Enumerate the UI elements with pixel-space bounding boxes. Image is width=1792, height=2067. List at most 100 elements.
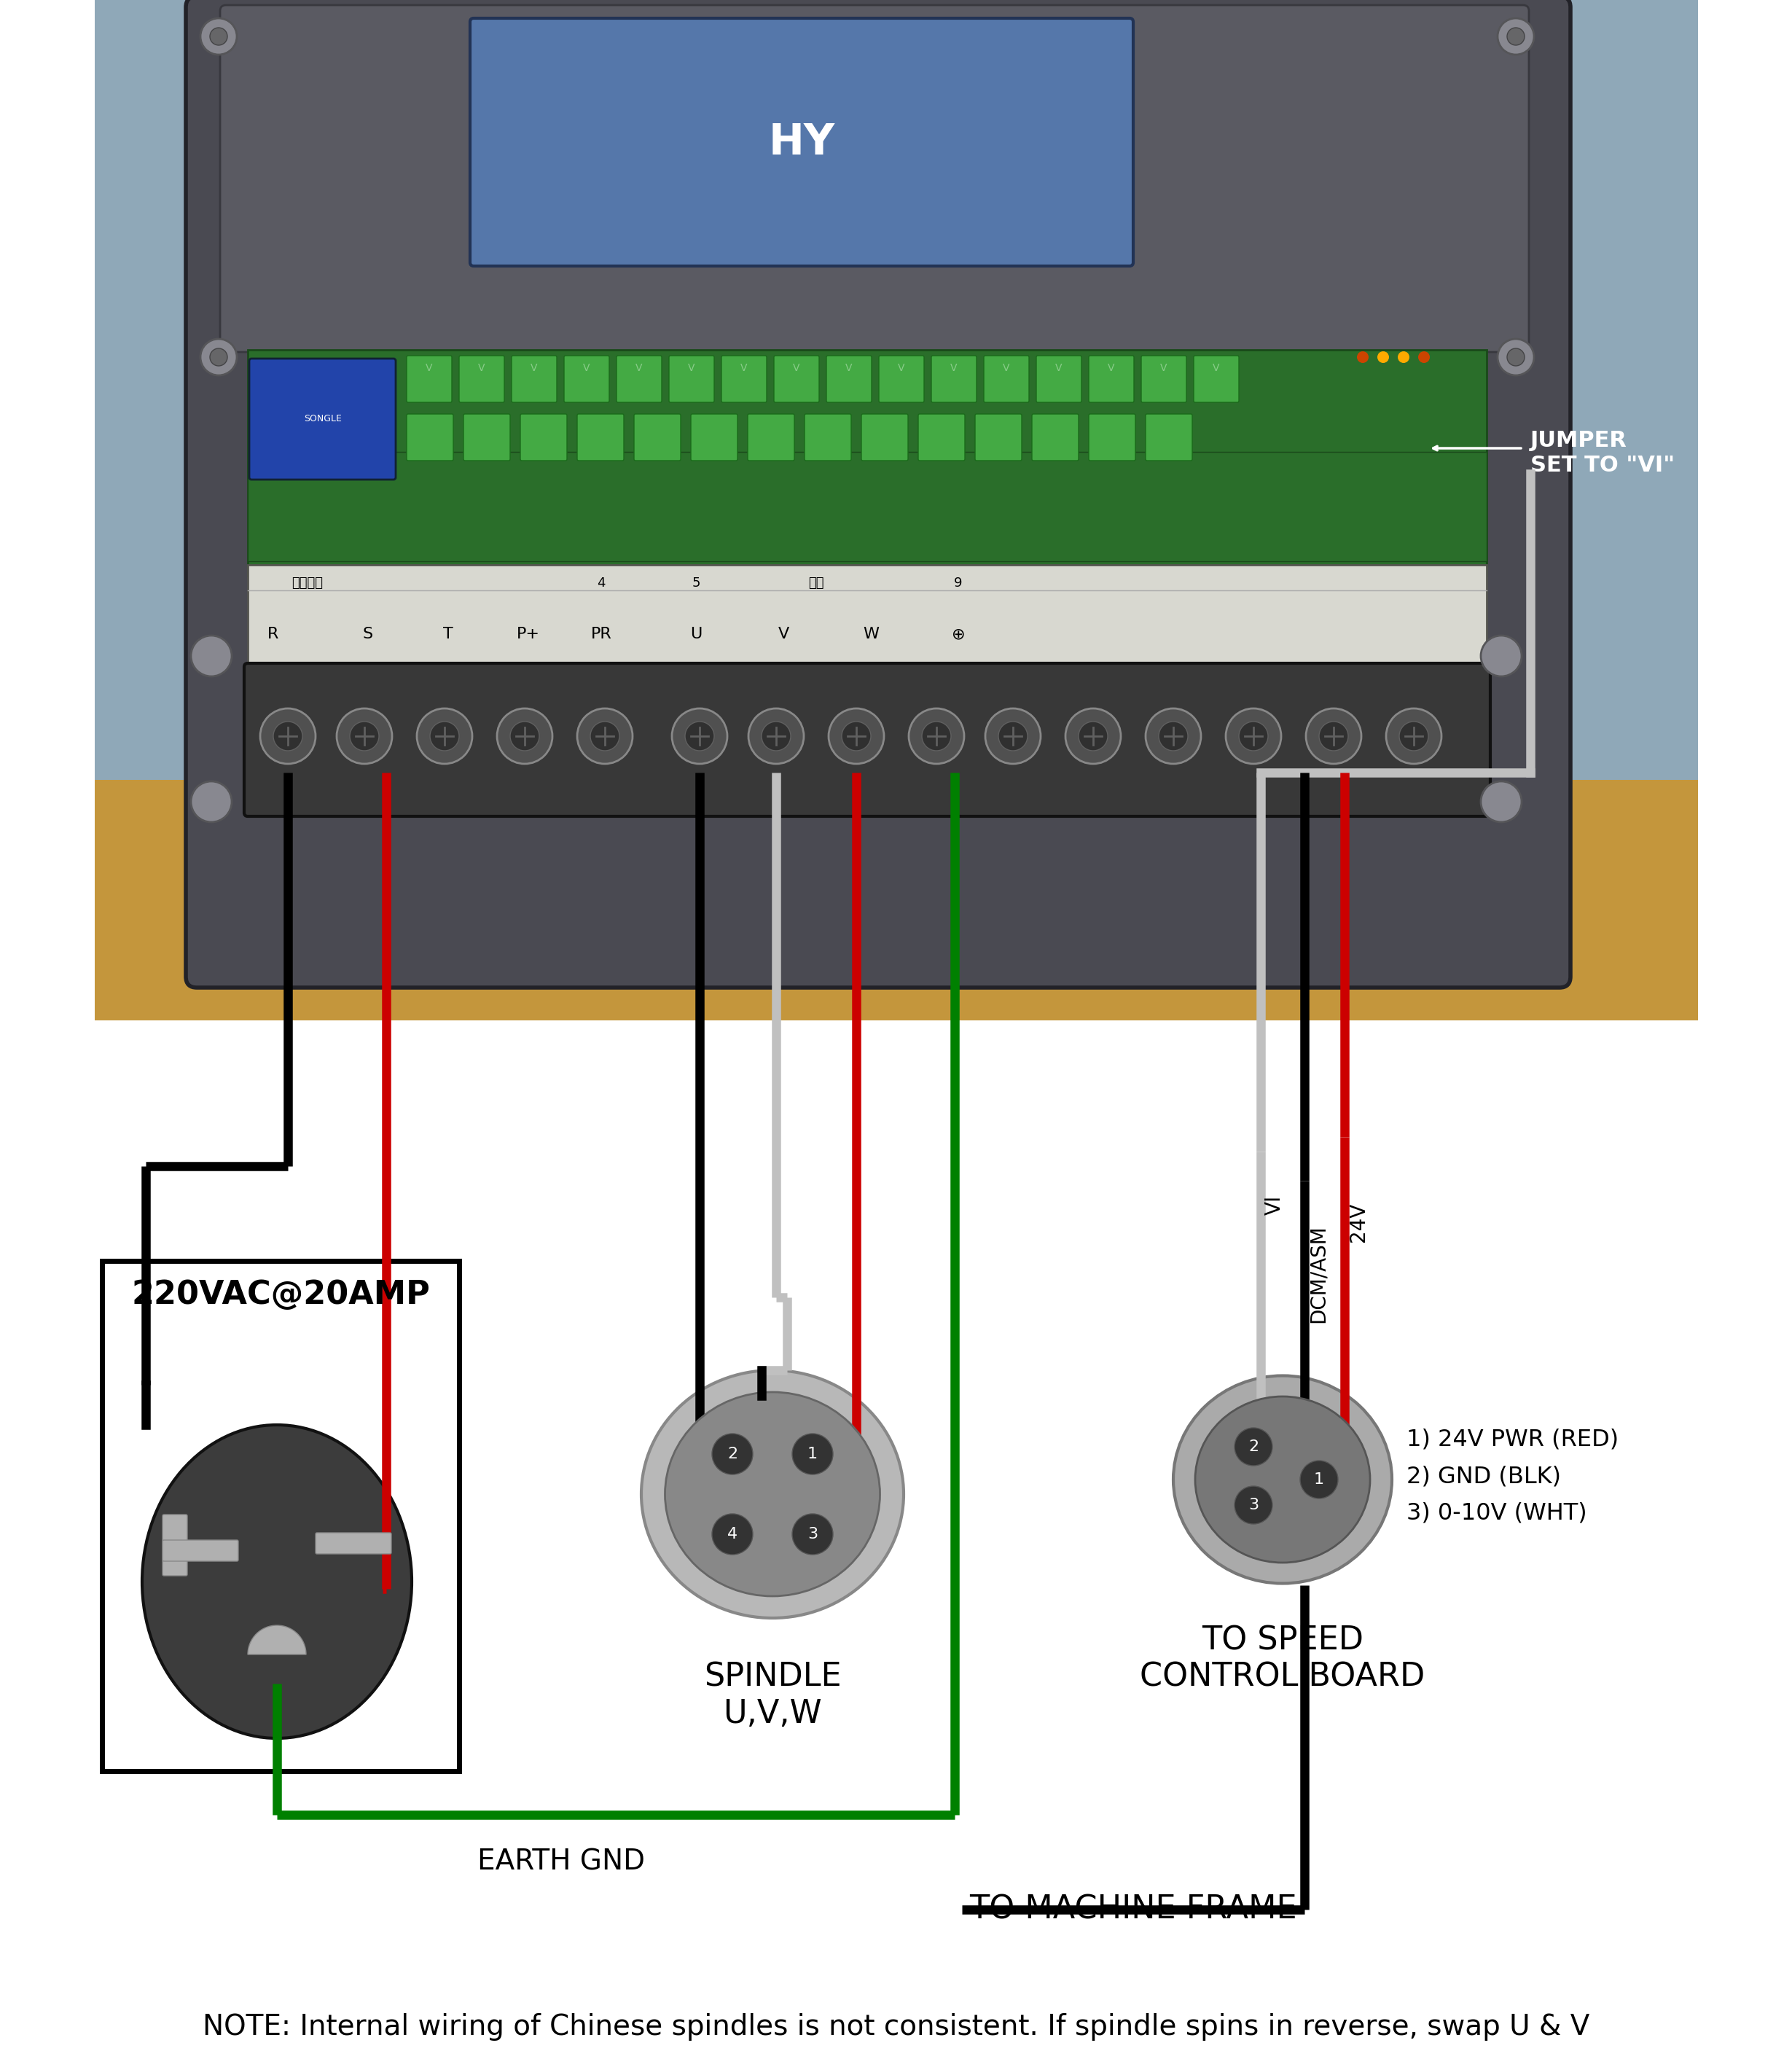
FancyBboxPatch shape bbox=[470, 19, 1133, 267]
FancyBboxPatch shape bbox=[464, 413, 511, 461]
Text: 4: 4 bbox=[597, 577, 606, 589]
FancyBboxPatch shape bbox=[1032, 413, 1079, 461]
Text: HY: HY bbox=[769, 122, 835, 163]
Text: TO SPEED
CONTROL BOARD: TO SPEED CONTROL BOARD bbox=[1140, 1625, 1425, 1693]
Text: V: V bbox=[740, 364, 747, 374]
Ellipse shape bbox=[1174, 1377, 1392, 1583]
Circle shape bbox=[1238, 721, 1269, 750]
FancyBboxPatch shape bbox=[247, 349, 1487, 577]
Circle shape bbox=[590, 721, 620, 750]
Circle shape bbox=[842, 721, 871, 750]
Text: SPINDLE
U,V,W: SPINDLE U,V,W bbox=[704, 1662, 840, 1730]
Text: R: R bbox=[267, 626, 280, 641]
Circle shape bbox=[496, 709, 552, 765]
Text: W: W bbox=[862, 626, 878, 641]
Text: 1) 24V PWR (RED)
2) GND (BLK)
3) 0-10V (WHT): 1) 24V PWR (RED) 2) GND (BLK) 3) 0-10V (… bbox=[1407, 1428, 1618, 1523]
Circle shape bbox=[1235, 1486, 1272, 1523]
Circle shape bbox=[1378, 351, 1389, 364]
Circle shape bbox=[201, 339, 237, 376]
FancyBboxPatch shape bbox=[95, 0, 1699, 1021]
FancyBboxPatch shape bbox=[747, 413, 794, 461]
Circle shape bbox=[711, 1513, 753, 1554]
FancyBboxPatch shape bbox=[249, 358, 396, 480]
FancyBboxPatch shape bbox=[163, 1515, 188, 1575]
FancyBboxPatch shape bbox=[805, 413, 851, 461]
Text: 5: 5 bbox=[692, 577, 701, 589]
FancyBboxPatch shape bbox=[984, 356, 1029, 403]
FancyBboxPatch shape bbox=[918, 413, 964, 461]
Circle shape bbox=[337, 709, 392, 765]
Circle shape bbox=[511, 721, 539, 750]
Ellipse shape bbox=[1195, 1397, 1371, 1563]
Circle shape bbox=[672, 709, 728, 765]
Text: V: V bbox=[778, 626, 788, 641]
Circle shape bbox=[1385, 709, 1441, 765]
Circle shape bbox=[349, 721, 378, 750]
FancyBboxPatch shape bbox=[1090, 413, 1136, 461]
FancyBboxPatch shape bbox=[862, 413, 909, 461]
Circle shape bbox=[1066, 709, 1120, 765]
FancyBboxPatch shape bbox=[520, 413, 566, 461]
Text: 1: 1 bbox=[1314, 1472, 1324, 1486]
Text: V: V bbox=[426, 364, 432, 374]
FancyBboxPatch shape bbox=[826, 356, 871, 403]
FancyBboxPatch shape bbox=[616, 356, 661, 403]
Text: ⊕: ⊕ bbox=[952, 626, 966, 641]
Text: V: V bbox=[898, 364, 905, 374]
Text: PR: PR bbox=[591, 626, 611, 641]
Circle shape bbox=[1507, 27, 1525, 45]
Circle shape bbox=[192, 635, 231, 676]
Ellipse shape bbox=[642, 1370, 903, 1618]
Text: V: V bbox=[582, 364, 590, 374]
Text: 9: 9 bbox=[953, 577, 962, 589]
Circle shape bbox=[711, 1434, 753, 1474]
FancyBboxPatch shape bbox=[407, 413, 453, 461]
FancyBboxPatch shape bbox=[186, 0, 1570, 988]
FancyBboxPatch shape bbox=[1090, 356, 1134, 403]
Circle shape bbox=[921, 721, 952, 750]
Text: 24V: 24V bbox=[1348, 1203, 1369, 1242]
Text: V: V bbox=[530, 364, 538, 374]
Circle shape bbox=[1480, 781, 1521, 823]
Circle shape bbox=[1398, 351, 1409, 364]
Wedge shape bbox=[247, 1625, 306, 1654]
Text: V: V bbox=[636, 364, 643, 374]
Circle shape bbox=[1480, 635, 1521, 676]
Circle shape bbox=[577, 709, 633, 765]
Text: V: V bbox=[1107, 364, 1115, 374]
Text: 220VAC@20AMP: 220VAC@20AMP bbox=[131, 1279, 430, 1310]
FancyBboxPatch shape bbox=[692, 413, 738, 461]
Circle shape bbox=[1400, 721, 1428, 750]
Text: NOTE: Internal wiring of Chinese spindles is not consistent. If spindle spins in: NOTE: Internal wiring of Chinese spindle… bbox=[202, 2013, 1590, 2040]
Circle shape bbox=[1417, 351, 1430, 364]
Circle shape bbox=[210, 27, 228, 45]
Text: 输入电源: 输入电源 bbox=[292, 577, 323, 589]
Circle shape bbox=[749, 709, 805, 765]
Text: 2: 2 bbox=[1249, 1439, 1258, 1453]
Text: S: S bbox=[362, 626, 373, 641]
Circle shape bbox=[909, 709, 964, 765]
Text: V: V bbox=[1161, 364, 1167, 374]
Circle shape bbox=[210, 349, 228, 366]
Circle shape bbox=[1226, 709, 1281, 765]
Text: V: V bbox=[950, 364, 957, 374]
Ellipse shape bbox=[665, 1391, 880, 1596]
Text: 电机: 电机 bbox=[808, 577, 824, 589]
FancyBboxPatch shape bbox=[722, 356, 767, 403]
Circle shape bbox=[762, 721, 790, 750]
Text: V: V bbox=[794, 364, 799, 374]
Circle shape bbox=[274, 721, 303, 750]
Text: V: V bbox=[1213, 364, 1220, 374]
Circle shape bbox=[1299, 1461, 1339, 1499]
Circle shape bbox=[1235, 1428, 1272, 1466]
FancyBboxPatch shape bbox=[1145, 413, 1192, 461]
FancyBboxPatch shape bbox=[95, 779, 1699, 1021]
FancyBboxPatch shape bbox=[459, 356, 504, 403]
Circle shape bbox=[260, 709, 315, 765]
FancyBboxPatch shape bbox=[668, 356, 715, 403]
Text: V: V bbox=[1055, 364, 1063, 374]
FancyBboxPatch shape bbox=[577, 413, 624, 461]
Text: VI: VI bbox=[1265, 1195, 1285, 1215]
FancyBboxPatch shape bbox=[247, 564, 1487, 668]
Circle shape bbox=[792, 1434, 833, 1474]
